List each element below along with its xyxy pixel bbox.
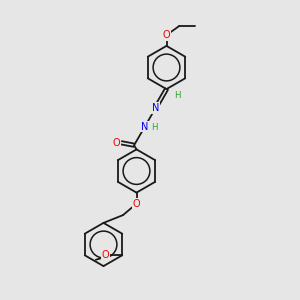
Text: N: N [152,103,159,113]
Text: O: O [133,199,140,209]
Text: H: H [151,123,157,132]
Text: O: O [163,30,170,40]
Text: O: O [112,138,120,148]
Text: N: N [141,122,148,131]
Text: H: H [174,91,180,100]
Text: O: O [102,250,109,260]
